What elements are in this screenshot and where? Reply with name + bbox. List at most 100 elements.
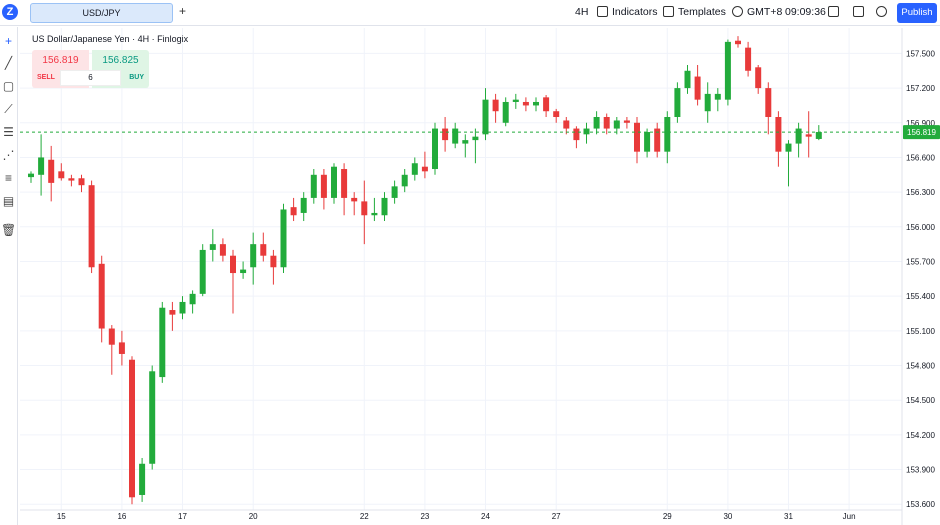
y-tick-label: 155.100 [906, 327, 935, 336]
indicators-icon [597, 6, 608, 17]
templates-label: Templates [678, 6, 726, 18]
candle-body [270, 255, 277, 268]
x-tick-label: 24 [481, 512, 490, 521]
y-tick-label: 156.600 [906, 153, 935, 162]
candle-body [118, 342, 125, 354]
candle-body [512, 99, 519, 102]
fib-retracement-icon[interactable]: ☰ [3, 125, 14, 139]
candle-body [391, 186, 398, 198]
candle-body [533, 101, 539, 106]
symbol-tab[interactable]: USD/JPY [30, 3, 173, 23]
candle-body [623, 120, 630, 123]
candle-body [775, 117, 782, 152]
candle-body [320, 174, 327, 198]
y-tick-label: 153.600 [906, 500, 935, 509]
screenshot-button[interactable] [828, 6, 843, 18]
pitchfork-icon[interactable]: ≡ [4, 171, 12, 185]
x-tick-label: 31 [784, 512, 793, 521]
candle-body [381, 197, 388, 216]
candle-body [654, 128, 661, 152]
crosshair-icon[interactable]: + [4, 34, 12, 48]
gann-fan-icon[interactable]: ⋰ [2, 148, 15, 162]
y-tick-label: 154.800 [906, 362, 935, 371]
publish-button[interactable]: Publish [897, 3, 937, 23]
x-tick-label: 16 [117, 512, 126, 521]
candle-body [280, 209, 287, 268]
candle-body [58, 171, 65, 179]
candle-body [169, 310, 176, 315]
timezone-label: GMT+8 [747, 6, 783, 18]
add-tab-button[interactable]: + [179, 4, 187, 18]
y-tick-label: 154.200 [906, 431, 935, 440]
candle-body [553, 111, 560, 118]
candle-body [240, 269, 247, 274]
candle-body [250, 244, 257, 268]
candle-body [129, 359, 135, 498]
candle-body [351, 197, 358, 202]
candle-body [583, 128, 590, 135]
trade-panel: 156.819 SELL 156.825 BUY 6 [32, 50, 149, 88]
trendline-icon[interactable]: ╱ [4, 56, 13, 70]
candle-body [664, 117, 671, 152]
candle-body [209, 244, 216, 250]
candle-body [78, 178, 85, 186]
candle-body [290, 207, 297, 216]
candle-body [765, 88, 772, 118]
indicators-label: Indicators [612, 6, 658, 18]
candle-body [785, 143, 792, 152]
candle-body [189, 293, 196, 305]
candle-body [694, 76, 701, 100]
timezone-button[interactable]: GMT+8 [732, 6, 782, 18]
y-tick-label: 156.000 [906, 223, 935, 232]
candle-body [452, 128, 459, 144]
x-tick-label: 23 [420, 512, 429, 521]
text-note-icon[interactable]: ▤ [2, 194, 15, 208]
templates-button[interactable]: Templates [663, 6, 726, 18]
x-tick-label: 20 [249, 512, 258, 521]
trash-icon[interactable]: 🗑 [1, 223, 17, 237]
layout-button[interactable] [853, 6, 868, 18]
candle-body [714, 93, 721, 100]
x-tick-label: 17 [178, 512, 187, 521]
candle-body [593, 117, 600, 129]
y-tick-label: 154.500 [906, 396, 935, 405]
buy-label: BUY [129, 74, 144, 81]
current-price-label: 156.819 [907, 128, 936, 137]
interval-button[interactable]: 4H [575, 6, 589, 18]
x-tick-label: 22 [360, 512, 369, 521]
candle-body [159, 307, 166, 378]
candle-body [482, 99, 489, 135]
candle-body [421, 166, 428, 172]
indicators-button[interactable]: Indicators [597, 6, 658, 18]
candle-body [805, 134, 812, 137]
chart-legend: US Dollar/Japanese Yen · 4H · Finlogix [32, 34, 189, 44]
candle-body [634, 122, 640, 152]
candle-body [563, 120, 570, 129]
candle-body [543, 97, 550, 112]
candle-body [108, 328, 115, 345]
gear-icon [876, 6, 887, 17]
candle-body [149, 371, 156, 464]
candle-body [371, 212, 378, 216]
candle-body [331, 166, 337, 198]
rectangle-icon[interactable]: ▢ [2, 79, 15, 93]
candle-body [613, 120, 620, 129]
candle-body [502, 101, 509, 123]
candle-body [88, 185, 95, 268]
y-tick-label: 155.700 [906, 257, 935, 266]
clock: 09:09:36 [785, 6, 826, 18]
y-tick-label: 156.300 [906, 188, 935, 197]
candle-body [603, 117, 610, 129]
settings-button[interactable] [876, 6, 891, 18]
quantity-input[interactable]: 6 [60, 70, 121, 86]
y-tick-label: 153.900 [906, 466, 935, 475]
candle-body [755, 67, 762, 89]
globe-icon [732, 6, 743, 17]
y-tick-label: 157.500 [906, 49, 935, 58]
candle-body [68, 178, 75, 181]
candle-body [442, 128, 449, 141]
candle-body [28, 173, 34, 178]
candle-body [704, 93, 711, 112]
candle-body [411, 163, 418, 175]
ruler-icon[interactable]: ⟋ [4, 102, 13, 116]
